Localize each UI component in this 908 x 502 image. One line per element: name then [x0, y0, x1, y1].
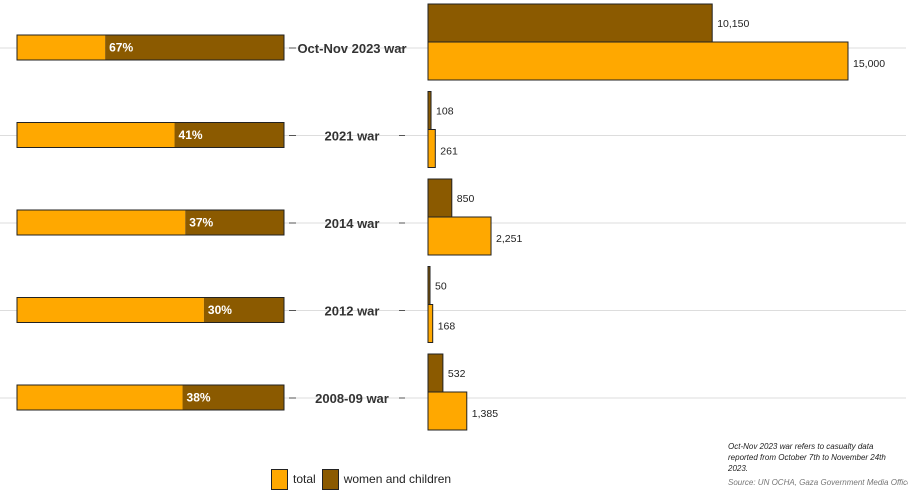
share-bar-total [17, 122, 175, 148]
share-bar-women [203, 297, 284, 323]
bar-total [427, 304, 434, 343]
share-bar-women [182, 385, 284, 410]
share-bar-total [17, 297, 204, 323]
bar-total [427, 216, 492, 256]
share-bar-outline [16, 34, 285, 61]
value-label-women: 108 [436, 106, 454, 118]
war-label: Oct-Nov 2023 war [297, 41, 406, 56]
source-note: Source: UN OCHA, Gaza Government Media O… [728, 478, 908, 487]
bar-women-and-children [427, 266, 431, 305]
share-bar-women [105, 35, 284, 60]
share-percent-label: 37% [189, 216, 213, 230]
legend-label-women: women and children [343, 472, 452, 486]
value-label-total: 1,385 [472, 408, 498, 420]
share-percent-label: 41% [179, 128, 203, 142]
share-bar-outline [16, 297, 285, 323]
share-bar-total [17, 210, 186, 235]
legend-label-total: total [293, 472, 316, 486]
value-label-total: 168 [438, 321, 456, 333]
value-label-total: 15,000 [853, 58, 885, 70]
share-percent-label: 38% [187, 391, 211, 405]
war-labels: Oct-Nov 2023 war 2021 war 2014 war 2012 war… [289, 41, 407, 406]
war-label: 2021 war [325, 129, 380, 144]
share-bars: 67% 41% 37% 30% 38% [16, 34, 285, 411]
share-bar-women [174, 122, 284, 148]
casualty-bars: 10,150 15,000 108 261 850 2,251 50 168 532 1,385 [427, 3, 885, 431]
value-label-women: 850 [457, 193, 475, 205]
legend-item-women: women and children [321, 468, 452, 490]
value-label-women: 532 [448, 368, 466, 380]
bar-total [427, 129, 436, 168]
legend: total women and children [271, 468, 457, 490]
share-percent-label: 67% [109, 41, 133, 55]
legend-swatch-total [271, 468, 288, 490]
share-bar-women [185, 210, 284, 235]
value-label-total: 2,251 [496, 233, 522, 245]
war-label: 2012 war [325, 304, 380, 319]
bar-women-and-children [427, 178, 453, 218]
bar-total [427, 41, 849, 81]
share-bar-total [17, 385, 183, 410]
share-bar-outline [16, 209, 285, 236]
share-bar-outline [16, 384, 285, 411]
bar-women-and-children [427, 3, 713, 43]
legend-swatch-women [321, 468, 339, 490]
war-label: 2014 war [325, 216, 380, 231]
value-label-women: 50 [435, 281, 447, 293]
bar-total [427, 391, 468, 431]
share-percent-label: 30% [208, 303, 232, 317]
share-bar-outline [16, 122, 285, 148]
bar-women-and-children [427, 91, 432, 130]
war-label: 2008-09 war [315, 391, 389, 406]
share-bar-total [17, 35, 106, 60]
value-label-women: 10,150 [717, 18, 749, 30]
legend-item-total: total [271, 468, 316, 490]
value-label-total: 261 [440, 146, 458, 158]
bar-women-and-children [427, 353, 444, 393]
footnote: Oct-Nov 2023 war refers to casualty data… [728, 442, 886, 473]
